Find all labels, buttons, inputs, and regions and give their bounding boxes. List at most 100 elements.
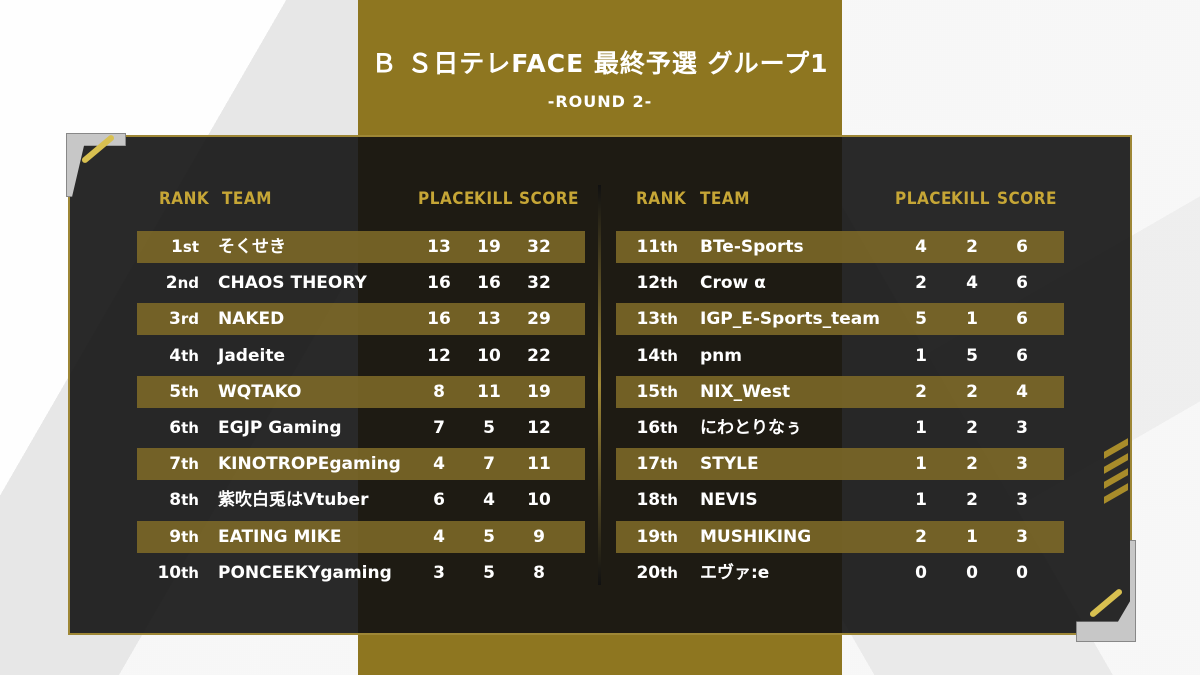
rank-cell: 2nd xyxy=(137,267,199,299)
place-cell: 3 xyxy=(433,562,445,583)
rank-number: 4 xyxy=(169,345,182,366)
rank-cell: 12th xyxy=(616,267,678,299)
header-score-right: SCORE xyxy=(997,189,1057,209)
rank-suffix: th xyxy=(181,346,199,365)
rank-cell: 10th xyxy=(137,557,199,589)
rank-number: 13 xyxy=(636,309,661,330)
place-cell: 2 xyxy=(915,273,927,294)
rank-cell: 13th xyxy=(616,303,678,335)
table-row: 2nd CHAOS THEORY 16 16 32 xyxy=(137,267,585,299)
team-name: 紫吹白兎はVtuber xyxy=(218,490,369,511)
rank-cell: 14th xyxy=(616,340,678,372)
place-cell: 16 xyxy=(427,273,451,294)
place-cell: 6 xyxy=(433,490,445,511)
table-row: 6th EGJP Gaming 7 5 12 xyxy=(137,412,585,444)
rank-number: 1 xyxy=(171,237,183,257)
rank-cell: 7th xyxy=(137,448,199,480)
rank-number: 8 xyxy=(169,490,182,511)
rank-number: 16 xyxy=(636,418,661,438)
rank-suffix: th xyxy=(660,455,678,474)
kill-cell: 2 xyxy=(966,454,978,475)
kill-cell: 5 xyxy=(966,345,978,366)
score-cell: 6 xyxy=(1016,345,1028,366)
place-cell: 8 xyxy=(433,381,445,402)
team-name: NEVIS xyxy=(700,490,758,511)
rank-cell: 5th xyxy=(137,376,199,408)
table-row: 20th エヴァ:e 0 0 0 xyxy=(616,557,1064,589)
round-label: -ROUND 2- xyxy=(547,92,653,111)
score-cell: 10 xyxy=(527,490,551,511)
rank-cell: 18th xyxy=(616,484,678,516)
rank-number: 5 xyxy=(169,381,182,402)
team-name: MUSHIKING xyxy=(700,526,812,547)
team-name: Crow α xyxy=(700,273,766,294)
team-name: NIX_West xyxy=(700,381,791,402)
rank-number: 14 xyxy=(636,345,661,366)
rank-suffix: th xyxy=(660,491,678,510)
rank-suffix: th xyxy=(181,455,199,474)
hazard-stripes xyxy=(1104,438,1128,509)
team-name: pnm xyxy=(700,345,742,366)
rank-suffix: th xyxy=(660,310,678,329)
team-name: CHAOS THEORY xyxy=(218,273,367,294)
rank-cell: 17th xyxy=(616,448,678,480)
rank-number: 6 xyxy=(169,418,182,438)
score-cell: 3 xyxy=(1016,526,1028,547)
score-cell: 22 xyxy=(527,345,551,366)
team-name: STYLE xyxy=(700,454,759,475)
rank-suffix: th xyxy=(660,419,678,437)
place-cell: 2 xyxy=(915,526,927,547)
rank-suffix: th xyxy=(660,382,678,401)
rank-cell: 8th xyxy=(137,484,199,516)
table-row: 11th BTe-Sports 4 2 6 xyxy=(616,231,1064,263)
kill-cell: 2 xyxy=(966,381,978,402)
table-row: 12th Crow α 2 4 6 xyxy=(616,267,1064,299)
rank-cell: 4th xyxy=(137,340,199,372)
place-cell: 1 xyxy=(915,454,927,475)
score-cell: 29 xyxy=(527,309,551,330)
header-kill-left: KILL xyxy=(474,189,514,209)
table-row: 17th STYLE 1 2 3 xyxy=(616,448,1064,481)
page-title: Ｂ Ｓ日テレFACE 最終予選 グループ1 xyxy=(371,49,829,78)
team-name: そくせき xyxy=(218,237,286,257)
rank-suffix: nd xyxy=(177,274,199,293)
place-cell: 1 xyxy=(915,418,927,438)
rank-cell: 20th xyxy=(616,557,678,589)
rank-number: 12 xyxy=(636,273,661,294)
score-cell: 6 xyxy=(1016,309,1028,330)
rank-number: 3 xyxy=(169,309,181,330)
team-name: エヴァ:e xyxy=(700,562,770,583)
score-cell: 11 xyxy=(527,454,551,475)
table-row: 16th にわとりなぅ 1 2 3 xyxy=(616,412,1064,444)
place-cell: 13 xyxy=(427,237,451,257)
header-rank-left: RANK xyxy=(159,189,210,209)
rank-number: 10 xyxy=(157,562,182,583)
table-row: 18th NEVIS 1 2 3 xyxy=(616,484,1064,516)
team-name: Jadeite xyxy=(218,345,285,366)
kill-cell: 0 xyxy=(966,562,978,583)
kill-cell: 5 xyxy=(483,418,495,438)
score-cell: 32 xyxy=(527,273,551,294)
kill-cell: 2 xyxy=(966,237,978,257)
rank-suffix: th xyxy=(660,238,678,256)
rank-suffix: rd xyxy=(180,310,199,329)
team-name: EATING MIKE xyxy=(218,526,342,547)
kill-cell: 10 xyxy=(477,345,501,366)
rank-number: 17 xyxy=(636,454,661,475)
place-cell: 0 xyxy=(915,562,927,583)
score-cell: 0 xyxy=(1016,562,1028,583)
score-cell: 32 xyxy=(527,237,551,257)
kill-cell: 2 xyxy=(966,490,978,511)
rank-suffix: th xyxy=(181,527,199,546)
kill-cell: 1 xyxy=(966,309,978,330)
rank-suffix: th xyxy=(660,563,678,582)
kill-cell: 13 xyxy=(477,309,501,330)
table-row: 7th KINOTROPEgaming 4 7 11 xyxy=(137,448,585,481)
rank-suffix: th xyxy=(181,419,199,437)
table-row: 8th 紫吹白兎はVtuber 6 4 10 xyxy=(137,484,585,516)
place-cell: 7 xyxy=(433,418,445,438)
kill-cell: 16 xyxy=(477,273,501,294)
rank-cell: 16th xyxy=(616,412,678,444)
header-kill-right: KILL xyxy=(951,189,991,209)
kill-cell: 4 xyxy=(483,490,495,511)
